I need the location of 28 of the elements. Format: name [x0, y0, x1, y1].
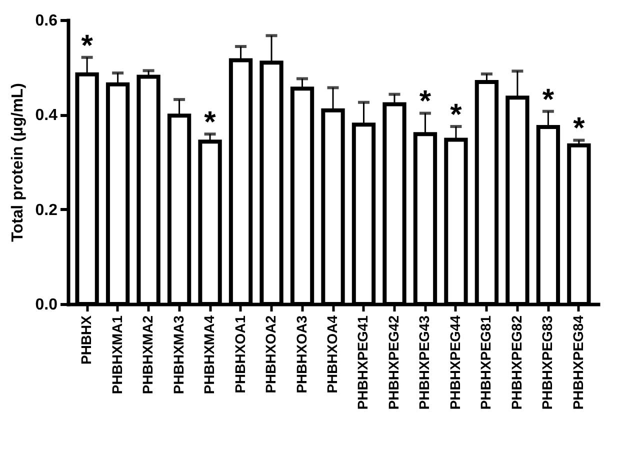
- annotation: *: [450, 98, 462, 132]
- x-tick-label: PHBHXMA4: [201, 315, 218, 394]
- x-tick-label: PHBHX: [78, 314, 94, 365]
- x-tick-label: PHBHXPEG42: [385, 315, 402, 410]
- y-tick-label: 0.4: [35, 107, 58, 124]
- y-axis-title: Total protein (μg/mL): [9, 83, 26, 242]
- y-tick-label: 0.0: [35, 296, 58, 314]
- x-tick-label: PHBHXPEG41: [354, 315, 371, 410]
- x-tick-label: PHBHXMA3: [170, 315, 186, 394]
- x-tick-label: PHBHXOA4: [324, 315, 340, 394]
- x-tick-label: PHBHXOA3: [293, 315, 310, 394]
- x-tick-label: PHBHXPEG84: [570, 315, 586, 410]
- annotation: *: [419, 85, 432, 118]
- y-tick-label: 0.6: [35, 12, 58, 30]
- annotation: *: [542, 83, 554, 116]
- x-tick-label: PHBHXOA1: [232, 315, 248, 394]
- x-tick-label: PHBHXOA2: [262, 315, 279, 394]
- x-tick-label: PHBHXPEG44: [446, 315, 463, 410]
- x-tick-label: PHBHXPEG83: [539, 315, 556, 410]
- x-tick-label: PHBHXPEG43: [416, 315, 432, 410]
- annotation: *: [573, 112, 586, 146]
- x-tick-label: PHBHXPEG82: [508, 315, 524, 410]
- annotation: *: [204, 106, 216, 140]
- annotation: *: [81, 29, 94, 62]
- x-tick-label: PHBHXMA1: [108, 315, 125, 394]
- x-tick-label: PHBHXPEG81: [478, 315, 494, 410]
- y-tick-label: 0.2: [35, 202, 58, 219]
- x-tick-label: PHBHXMA2: [140, 315, 156, 394]
